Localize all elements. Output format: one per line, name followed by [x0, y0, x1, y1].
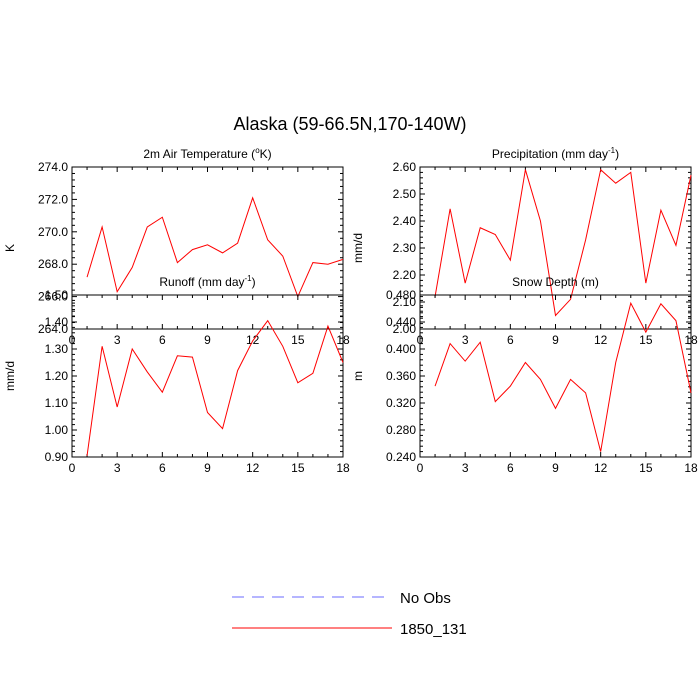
- y-tick-label: 0.360: [386, 369, 416, 383]
- panel-title-end: K): [260, 147, 272, 161]
- plot-frame: [419, 294, 692, 458]
- panel-title-end: ): [252, 275, 256, 289]
- x-tick-label: 6: [159, 333, 166, 347]
- x-tick-label: 6: [507, 461, 514, 475]
- y-tick-label: 2.30: [393, 241, 417, 255]
- y-tick-label: 0.440: [386, 315, 416, 329]
- panel-title: Snow Depth (m): [512, 275, 599, 289]
- series-line: [434, 168, 692, 317]
- x-tick-label: 0: [69, 461, 76, 475]
- y-tick-label: 2.40: [393, 214, 417, 228]
- y-tick-label: 264.0: [38, 322, 68, 336]
- x-tick-label: 12: [594, 461, 608, 475]
- y-tick-label: 2.50: [393, 187, 417, 201]
- series-line: [86, 196, 344, 298]
- x-tick-label: 6: [507, 333, 514, 347]
- panel-3: 0 3 6 9 12 15 18 0.240 0.280 0.320 0.360 0.400 0.440…: [351, 275, 698, 475]
- panel-title: Runoff (mm day-1): [159, 274, 255, 289]
- panel-1: 0 3 6 9 12 15 182.002.102.202.302.402.502.60mm…: [351, 146, 698, 347]
- panel-title-end: ): [615, 147, 619, 161]
- panel-title-main: Snow Depth (m): [512, 275, 599, 289]
- y-tick-label: 0.480: [386, 288, 416, 302]
- y-tick-label: 1.50: [45, 288, 69, 302]
- x-tick-label: 0: [417, 461, 424, 475]
- x-tick-label: 12: [246, 461, 260, 475]
- x-tick-label: 15: [291, 333, 305, 347]
- x-tick-label: 6: [159, 461, 166, 475]
- figure-title: Alaska (59-66.5N,170-140W): [233, 114, 466, 134]
- x-tick-label: 9: [204, 461, 211, 475]
- x-tick-label: 3: [462, 461, 469, 475]
- x-tick-label: 18: [336, 461, 350, 475]
- series-line: [434, 301, 692, 452]
- y-tick-label: 1.30: [45, 342, 69, 356]
- y-tick-label: 0.240: [386, 450, 416, 464]
- x-tick-label: 9: [552, 333, 559, 347]
- series-line: [86, 319, 344, 456]
- y-tick-label: 272.0: [38, 192, 68, 206]
- y-tick-label: 1.40: [45, 315, 69, 329]
- x-tick-label: 3: [462, 333, 469, 347]
- y-tick-label: 2.00: [393, 322, 417, 336]
- panel-title-main: 2m Air Temperature (: [143, 147, 255, 161]
- y-axis-label: K: [3, 244, 17, 252]
- y-tick-label: 268.0: [38, 257, 68, 271]
- x-tick-label: 9: [204, 333, 211, 347]
- legend-label: 1850_131: [400, 621, 467, 638]
- x-tick-label: 15: [639, 461, 653, 475]
- plot-frame: [71, 166, 344, 330]
- plot-frame: [419, 166, 692, 330]
- panel-title: Precipitation (mm day-1): [492, 146, 619, 161]
- x-tick-label: 15: [639, 333, 653, 347]
- plot-frame: [71, 294, 344, 458]
- y-tick-label: 2.60: [393, 160, 417, 174]
- y-axis-label: mm/d: [351, 233, 365, 263]
- y-tick-label: 2.10: [393, 295, 417, 309]
- x-tick-label: 12: [594, 333, 608, 347]
- x-tick-label: 3: [114, 333, 121, 347]
- panel-title: 2m Air Temperature (oK): [143, 146, 271, 161]
- y-axis-label: m: [351, 371, 365, 381]
- x-tick-label: 18: [684, 461, 698, 475]
- y-axis-label: mm/d: [3, 361, 17, 391]
- y-tick-label: 266.0: [38, 290, 68, 304]
- y-tick-label: 0.90: [45, 450, 69, 464]
- y-tick-label: 1.00: [45, 423, 69, 437]
- panel-title-superscript: -1: [245, 274, 253, 283]
- x-tick-label: 15: [291, 461, 305, 475]
- panel-title-main: Runoff (mm day: [159, 275, 244, 289]
- panel-title-main: Precipitation (mm day: [492, 147, 608, 161]
- panel-0: 0 3 6 9 12 15 18264.0266.0268.0270.0272.0274.0…: [3, 146, 350, 347]
- y-tick-label: 2.20: [393, 268, 417, 282]
- y-tick-label: 1.10: [45, 396, 69, 410]
- legend: No Obs 1850_131: [232, 590, 467, 638]
- legend-label: No Obs: [400, 590, 451, 607]
- y-tick-label: 0.320: [386, 396, 416, 410]
- x-tick-label: 9: [552, 461, 559, 475]
- panel-title-superscript: -1: [608, 146, 616, 155]
- y-tick-label: 270.0: [38, 225, 68, 239]
- y-tick-label: 0.280: [386, 423, 416, 437]
- y-tick-label: 1.20: [45, 369, 69, 383]
- panels: 0 3 6 9 12 15 18 264.0 266.0 268.0 270.0 272.0 274.0…: [3, 146, 698, 475]
- x-tick-label: 3: [114, 461, 121, 475]
- y-tick-label: 274.0: [38, 160, 68, 174]
- panel-title-superscript: o: [255, 146, 260, 155]
- panel-2: 0 3 6 9 12 15 18 0.90 1.00 1.10 1.20 1.30 1.40 1.50 mm…: [3, 274, 350, 475]
- y-tick-label: 0.400: [386, 342, 416, 356]
